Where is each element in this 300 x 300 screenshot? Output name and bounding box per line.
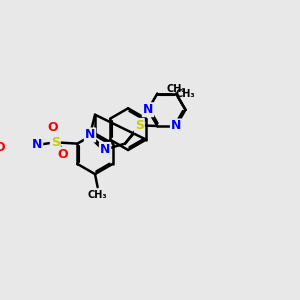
Text: CH₃: CH₃ xyxy=(176,88,195,98)
Text: O: O xyxy=(58,148,68,160)
Text: N: N xyxy=(85,128,95,141)
Text: N: N xyxy=(171,119,181,133)
Text: O: O xyxy=(47,122,58,134)
Text: S: S xyxy=(51,136,60,149)
Text: S: S xyxy=(135,119,144,132)
Text: CH₃: CH₃ xyxy=(88,190,107,200)
Text: N: N xyxy=(143,103,153,116)
Text: N: N xyxy=(100,143,110,156)
Text: CH₃: CH₃ xyxy=(167,84,186,94)
Text: N: N xyxy=(32,138,42,152)
Text: O: O xyxy=(0,141,5,154)
